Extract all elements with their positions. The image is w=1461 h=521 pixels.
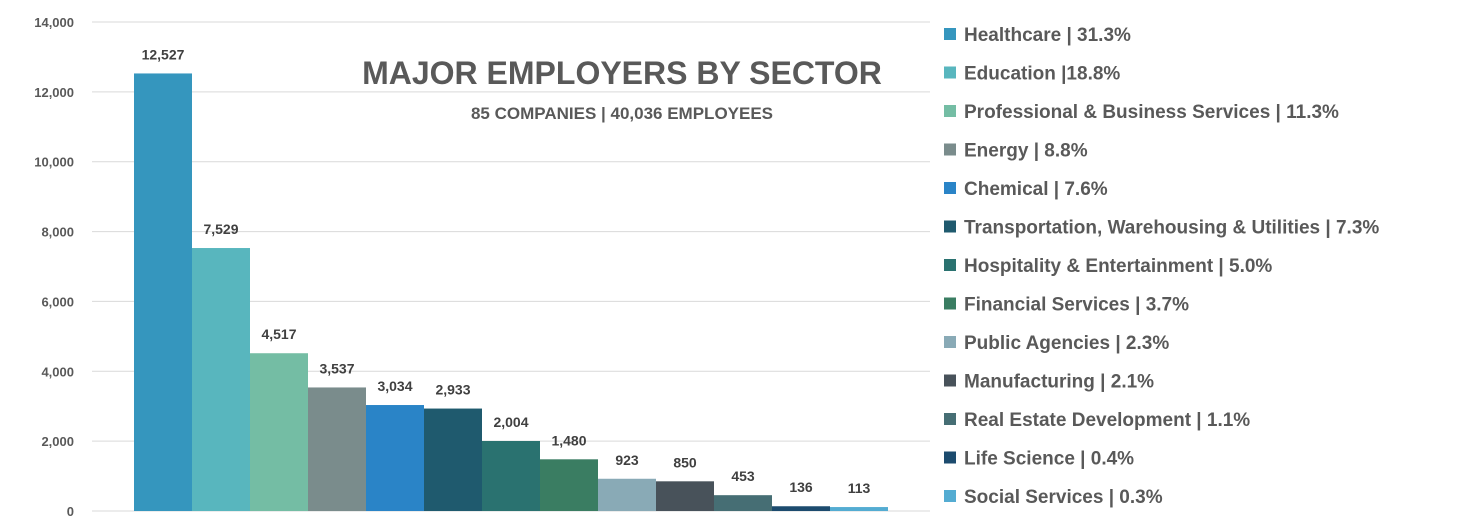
y-axis: 0 2,000 4,000 6,000 8,000 10,000 12,000 14,000 [34,15,74,519]
legend-swatch [944,105,956,117]
data-label: 3,537 [319,360,354,376]
y-tick-label: 0 [67,504,74,516]
bars [134,73,888,512]
y-tick-label: 10,000 [34,155,74,170]
y-tick-label: 8,000 [41,225,74,240]
legend-entry: Transportation, Warehousing & Utilities … [964,218,1379,239]
y-tick-label: 14,000 [34,15,74,30]
legend-swatch [944,28,956,40]
legend-swatch [944,413,956,425]
data-label: 136 [789,479,813,495]
data-label: 923 [615,452,639,468]
y-tick-label: 2,000 [41,434,74,449]
data-label: 12,527 [142,46,185,62]
bar [250,353,308,511]
data-label: 453 [731,468,755,484]
legend-entry: Financial Services | 3.7% [964,295,1189,316]
bar [540,459,598,511]
bar [598,478,656,511]
legend-entry: Hospitality & Entertainment | 5.0% [964,256,1272,277]
legend-entry: Life Science | 0.4% [964,449,1134,470]
y-tick-label: 12,000 [34,85,74,100]
data-label: 113 [848,480,871,496]
legend-entry: Social Services | 0.3% [964,487,1163,508]
legend-entry: Professional & Business Services | 11.3% [964,102,1339,123]
data-label: 2,004 [493,414,528,430]
bar [192,248,250,512]
bar [772,506,830,511]
data-label: 4,517 [261,326,296,342]
legend-swatch [944,220,956,233]
legend-swatch [944,374,956,387]
data-label: 1,480 [551,432,586,448]
bar [656,481,714,511]
bar [308,387,366,511]
y-tick-label: 4,000 [41,364,74,379]
legend: Healthcare | 31.3% Education |18.8% Profes… [944,25,1379,508]
legend-entry: Real Estate Development | 1.1% [964,410,1250,431]
bar [714,495,772,511]
legend-entry: Healthcare | 31.3% [964,25,1131,46]
data-label: 2,933 [435,382,470,398]
bar [482,441,540,511]
bar [366,405,424,511]
legend-swatch [944,490,956,502]
legend-entry: Manufacturing | 2.1% [964,372,1154,393]
bar [134,73,192,512]
legend-swatch [944,182,956,194]
legend-entry: Public Agencies | 2.3% [964,333,1169,354]
legend-swatch [944,66,956,79]
legend-swatch [944,336,956,348]
data-labels: 12,527 7,529 4,517 3,537 3,034 2,933 2,004 1,48… [142,46,871,496]
legend-swatch [944,297,956,310]
data-label: 7,529 [203,221,238,237]
legend-swatch [944,259,956,271]
legend-entry: Chemical | 7.6% [964,179,1108,200]
legend-swatch [944,451,956,464]
legend-entry: Education |18.8% [964,64,1120,85]
data-label: 3,034 [377,378,412,394]
bar [830,507,888,511]
legend-entry: Energy | 8.8% [964,141,1088,162]
chart-subtitle: 85 COMPANIES | 40,036 EMPLOYEES [471,104,773,123]
legend-swatch [944,143,956,156]
bar [424,408,482,511]
data-label: 850 [673,454,697,470]
chart-title: MAJOR EMPLOYERS BY SECTOR [362,55,882,91]
y-tick-label: 6,000 [41,294,74,309]
